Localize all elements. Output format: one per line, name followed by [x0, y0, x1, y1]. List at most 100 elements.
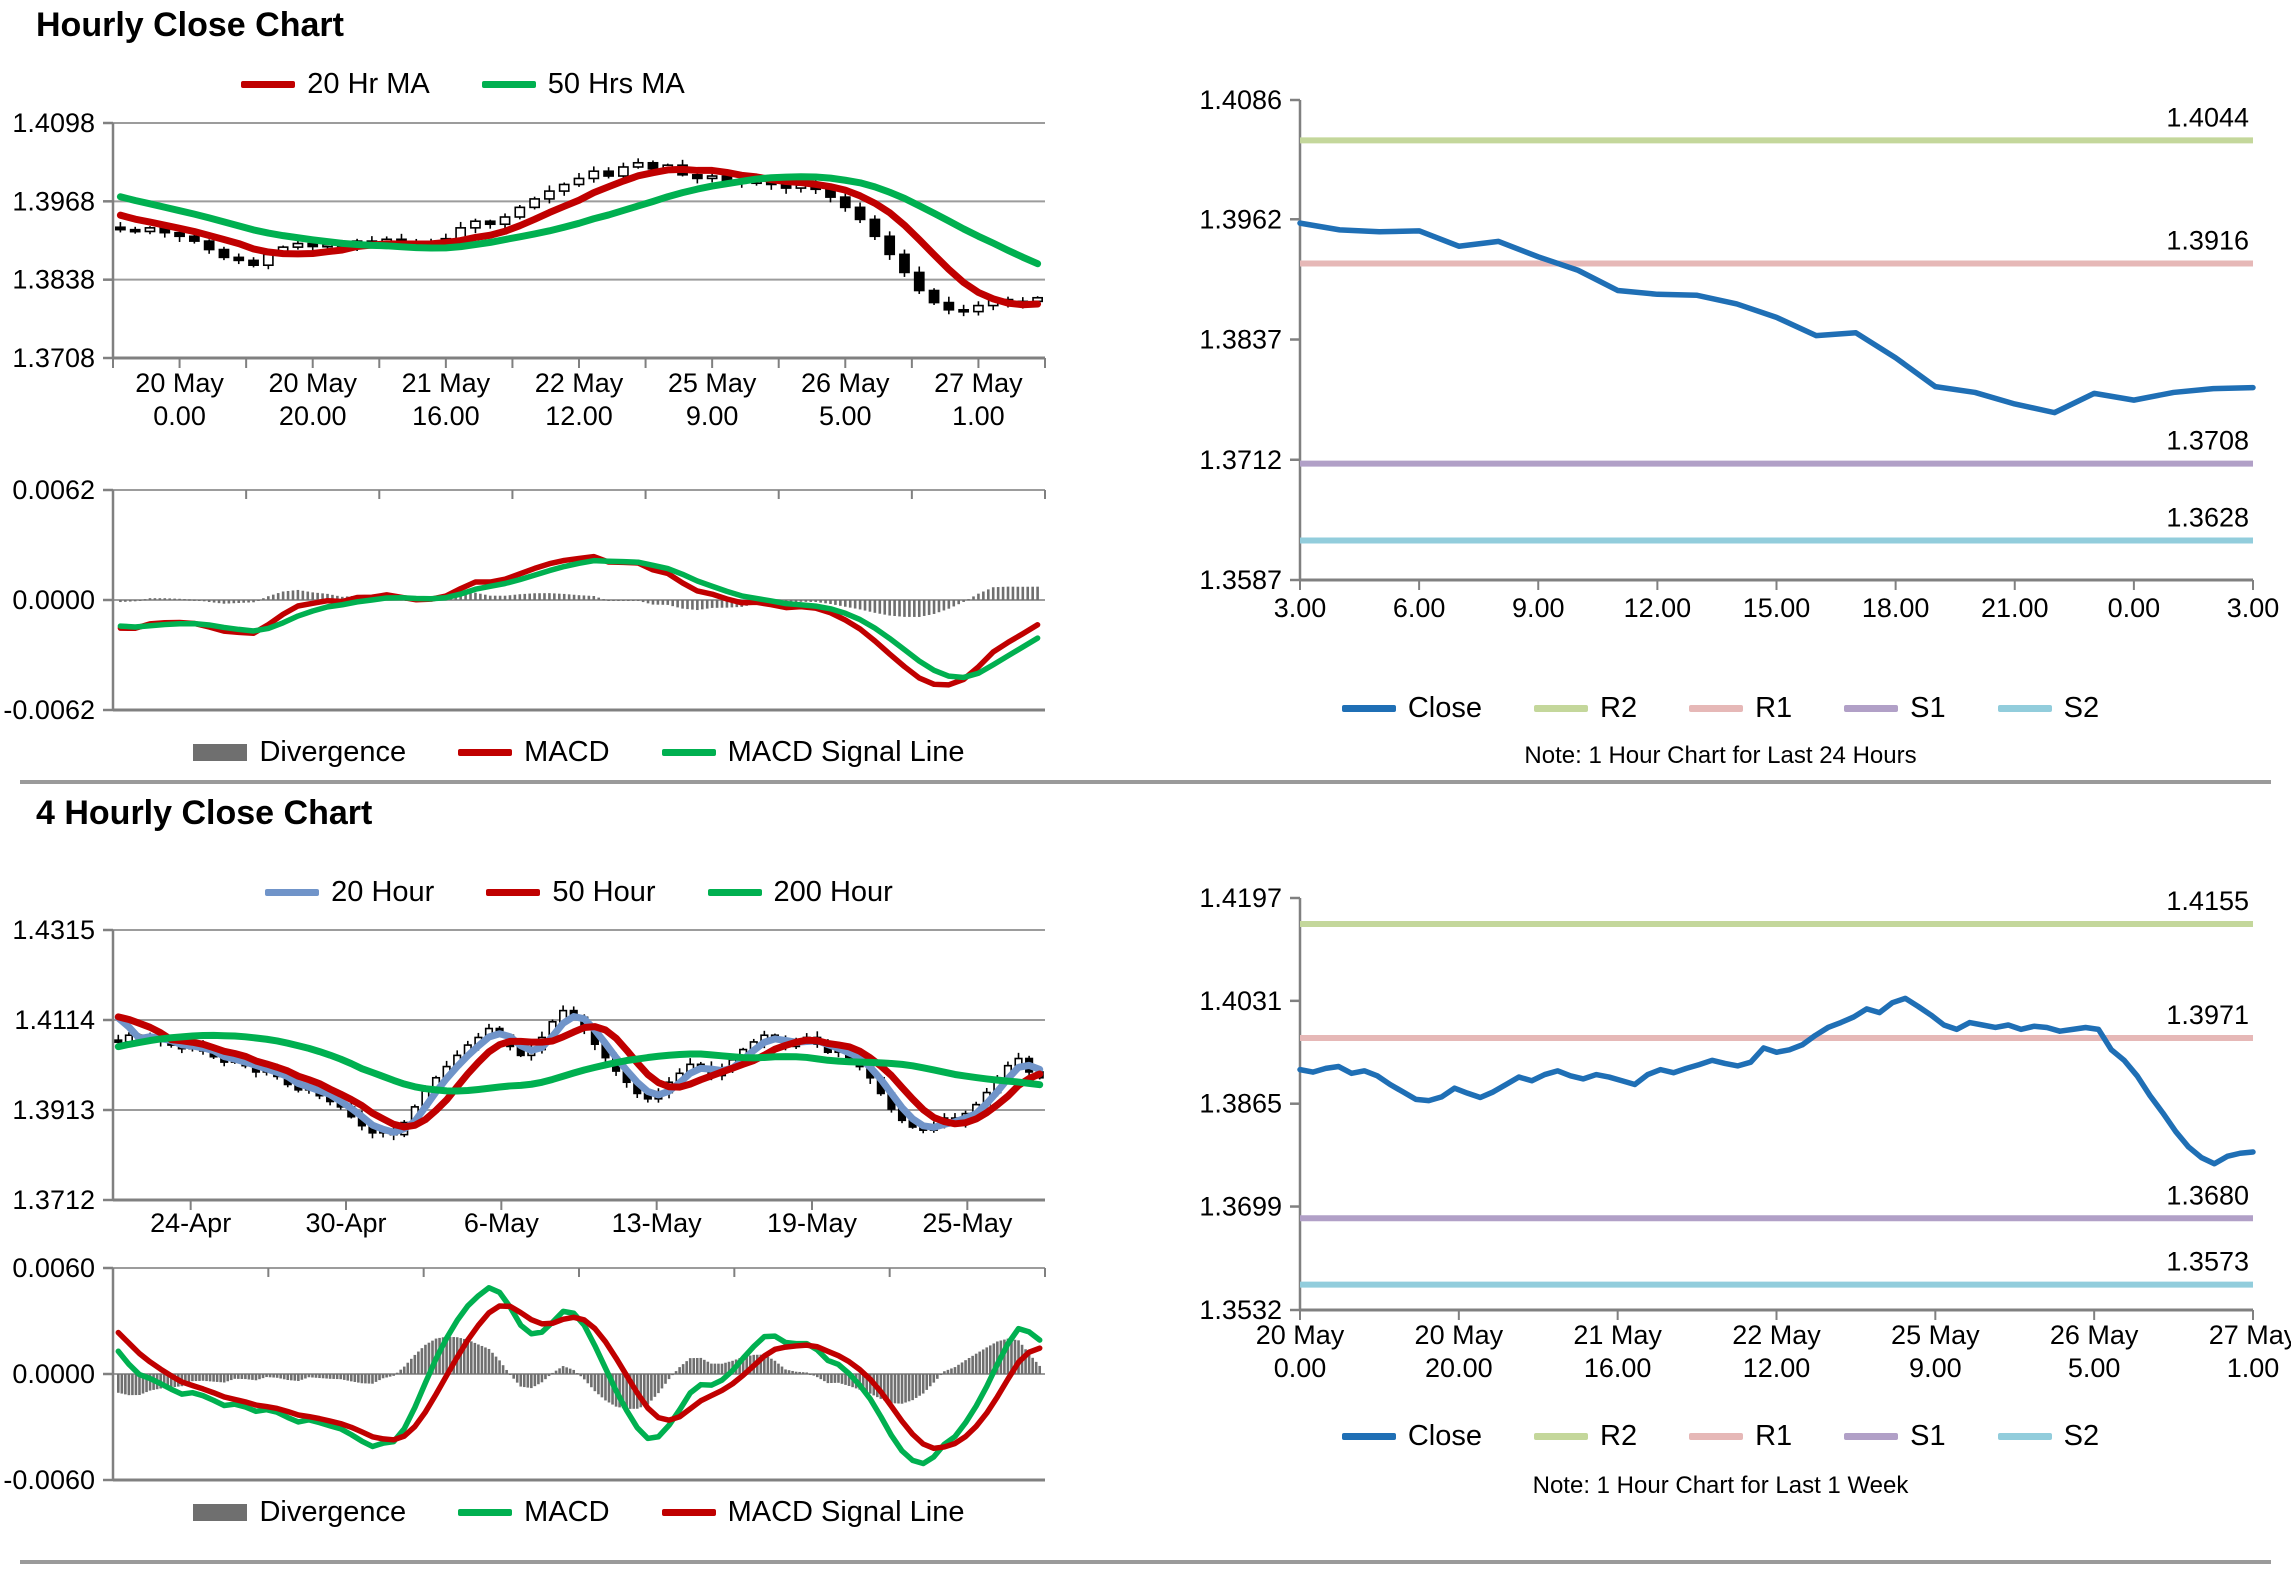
- y-tick-label: 1.4197: [1199, 883, 1282, 913]
- x-tick-label: 25-May: [922, 1208, 1013, 1238]
- bar-swatch-icon: [193, 1504, 248, 1521]
- x-tick-label: 20 May: [1415, 1320, 1504, 1350]
- level-label-s1: 1.3708: [2166, 426, 2249, 456]
- level-label-r2: 1.4044: [2166, 102, 2249, 132]
- y-tick-label: 1.3962: [1199, 204, 1282, 234]
- x-tick-label: 12.00: [545, 401, 613, 431]
- x-tick-label: 13-May: [612, 1208, 703, 1238]
- y-tick-label: 1.4114: [14, 1005, 95, 1035]
- x-tick-label: 21 May: [1573, 1320, 1662, 1350]
- legend-label: R2: [1600, 1420, 1638, 1452]
- y-tick-label: 1.3712: [1199, 445, 1282, 475]
- x-tick-label: 20 May: [268, 368, 357, 398]
- x-tick-label: 20 May: [1256, 1320, 1345, 1350]
- x-tick-label: 5.00: [819, 401, 872, 431]
- x-tick-label: 6-May: [464, 1208, 540, 1238]
- legend-label: MACD: [524, 736, 610, 768]
- four-hourly-section-title: 4 Hourly Close Chart: [36, 794, 373, 832]
- x-tick-label: 12.00: [1743, 1353, 1811, 1383]
- line-swatch-icon: [1341, 1433, 1396, 1440]
- level-label-r1: 1.3916: [2166, 226, 2249, 256]
- legend-label: 20 Hr MA: [307, 68, 430, 100]
- x-tick-label: 25 May: [668, 368, 757, 398]
- x-tick-label: 22 May: [1732, 1320, 1821, 1350]
- y-tick-label: 0.0062: [12, 475, 95, 505]
- legend-item-20-hr-ma: 20 Hr MA: [241, 68, 430, 101]
- line-swatch-icon: [1689, 705, 1744, 712]
- x-tick-label: 9.00: [1512, 593, 1565, 623]
- legend-label: S1: [1910, 692, 1946, 724]
- legend-item-s2: S2: [1997, 692, 2100, 725]
- y-tick-label: 1.4315: [12, 915, 95, 945]
- section-divider: [20, 780, 2271, 784]
- y-tick-label: 0.0000: [12, 585, 95, 615]
- y-tick-label: -0.0060: [3, 1465, 95, 1495]
- x-tick-label: 21.00: [1981, 593, 2049, 623]
- legend-label: 50 Hrs MA: [547, 68, 685, 100]
- x-tick-label: 0.00: [1274, 1353, 1327, 1383]
- line-swatch-icon: [1534, 705, 1589, 712]
- legend-label: S2: [2063, 692, 2100, 724]
- legend-label: R1: [1755, 1420, 1793, 1452]
- ma-line-200-hour: [114, 1031, 1044, 1095]
- x-tick-label: 16.00: [1584, 1353, 1652, 1383]
- x-tick-label: 18.00: [1862, 593, 1930, 623]
- legend-label: Divergence: [259, 736, 407, 768]
- legend-item-macd-signal-line: MACD Signal Line: [661, 1496, 965, 1529]
- line-swatch-icon: [1689, 1433, 1744, 1440]
- x-tick-label: 30-Apr: [305, 1208, 386, 1238]
- legend-item-50-hour: 50 Hour: [486, 876, 656, 909]
- level-label-s2: 1.3628: [2166, 503, 2249, 533]
- line-swatch-icon: [1534, 1433, 1589, 1440]
- line-swatch-icon: [1844, 1433, 1899, 1440]
- y-tick-label: 1.3532: [1199, 1295, 1282, 1325]
- legend-item-s2: S2: [1997, 1420, 2099, 1453]
- macd-signal-line: [117, 557, 1041, 681]
- x-tick-label: 27 May: [934, 368, 1023, 398]
- x-tick-label: 20.00: [279, 401, 347, 431]
- x-tick-label: 20 May: [135, 368, 224, 398]
- legend-label: 50 Hour: [552, 876, 656, 908]
- legend-item-macd-signal-line: MACD Signal Line: [661, 736, 965, 769]
- hourly-macd-legend: Divergence MACD MACD Signal Line: [113, 736, 1045, 769]
- ma-line-50-hrs-ma: [116, 173, 1042, 268]
- y-tick-label: 1.3708: [12, 343, 95, 373]
- legend-label: Close: [1407, 1420, 1483, 1452]
- y-tick-label: 1.3968: [12, 186, 95, 216]
- ma-line-50-hour: [114, 1013, 1044, 1131]
- legend-label: MACD Signal Line: [727, 1496, 965, 1528]
- line-swatch-icon: [486, 889, 541, 896]
- legend-label: MACD: [524, 1496, 610, 1528]
- line-swatch-icon: [1341, 705, 1396, 712]
- line-swatch-icon: [1997, 1433, 2052, 1440]
- x-tick-label: 21 May: [402, 368, 491, 398]
- y-tick-label: 1.3587: [1199, 565, 1282, 595]
- y-tick-label: 0.0060: [12, 1253, 95, 1283]
- day-close-legend: Close R2 R1 S1 S2: [1150, 692, 2291, 725]
- y-tick-label: 1.3865: [1199, 1089, 1282, 1119]
- bottom-divider: [20, 1560, 2271, 1564]
- x-tick-label: 1.00: [2227, 1353, 2280, 1383]
- legend-item-s1: S1: [1844, 1420, 1946, 1453]
- ma-line-20-hr-ma: [116, 165, 1042, 309]
- x-tick-label: 6.00: [1393, 593, 1446, 623]
- y-tick-label: -0.0062: [3, 695, 95, 725]
- x-tick-label: 27 May: [2209, 1320, 2291, 1350]
- y-tick-label: 1.3699: [1199, 1192, 1282, 1222]
- legend-item-200-hour: 200 Hour: [707, 876, 893, 909]
- macd-signal-line: [115, 1303, 1043, 1452]
- divergence-bars: [116, 1336, 1042, 1409]
- ma-line-20-hour: [114, 1013, 1044, 1136]
- legend-item-r2: R2: [1534, 1420, 1637, 1453]
- legend-item-20-hour: 20 Hour: [265, 876, 434, 909]
- x-tick-label: 9.00: [1909, 1353, 1962, 1383]
- four-hourly-price-chart: 1.4315 1.4114 1.3913 1.3712 24-Apr 30-Apr 6-Ma…: [12, 915, 1045, 1238]
- week-close-note: Note: 1 Hour Chart for Last 1 Week: [1532, 1472, 1909, 1499]
- line-swatch-icon: [265, 889, 320, 896]
- legend-item-divergence: Divergence: [193, 1496, 406, 1529]
- four-hourly-price-legend: 20 Hour 50 Hour 200 Hour: [113, 876, 1045, 909]
- x-tick-label: 1.00: [952, 401, 1005, 431]
- day-close-note: Note: 1 Hour Chart for Last 24 Hours: [1524, 742, 1917, 769]
